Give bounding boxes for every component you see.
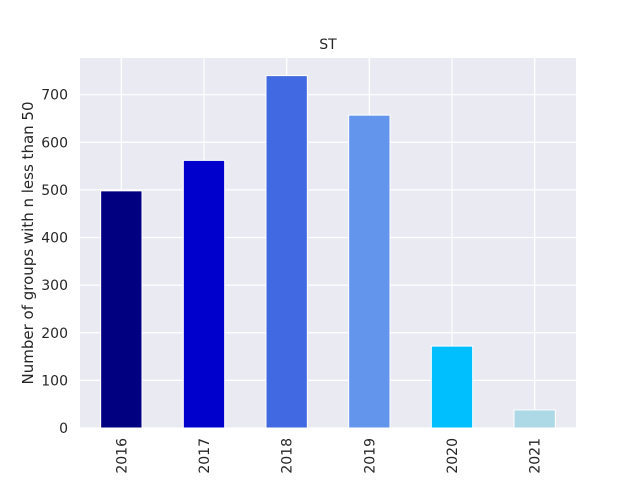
x-tick-label: 2016 — [114, 438, 130, 474]
y-tick-label: 0 — [59, 421, 68, 437]
chart-title: ST — [319, 37, 337, 53]
y-axis-label: Number of groups with n less than 50 — [19, 101, 37, 384]
bar-2020 — [430, 345, 474, 429]
x-tick-label: 2017 — [197, 438, 213, 474]
x-tick-label: 2021 — [528, 438, 544, 474]
bar-2018 — [265, 75, 308, 429]
bar-2016 — [100, 190, 143, 429]
plot-area — [80, 58, 576, 428]
y-tick-label: 700 — [41, 88, 68, 104]
x-tick-label: 2019 — [362, 438, 378, 474]
y-tick-label: 500 — [41, 183, 68, 199]
x-tick-label: 2018 — [280, 438, 296, 474]
y-tick-labels: 0 100 200 300 400 500 600 700 — [41, 88, 68, 437]
y-tick-label: 200 — [41, 326, 68, 342]
x-tick-label: 2020 — [445, 438, 461, 474]
y-tick-label: 300 — [41, 278, 68, 294]
bar-2021 — [513, 409, 556, 429]
bar-2017 — [182, 159, 226, 429]
y-tick-label: 600 — [41, 135, 68, 151]
y-tick-label: 400 — [41, 231, 68, 247]
bars — [100, 75, 556, 429]
y-tick-label: 100 — [41, 373, 68, 389]
bar-2019 — [348, 114, 391, 429]
x-tick-labels: 2016 2017 2018 2019 2020 2021 — [114, 438, 543, 474]
